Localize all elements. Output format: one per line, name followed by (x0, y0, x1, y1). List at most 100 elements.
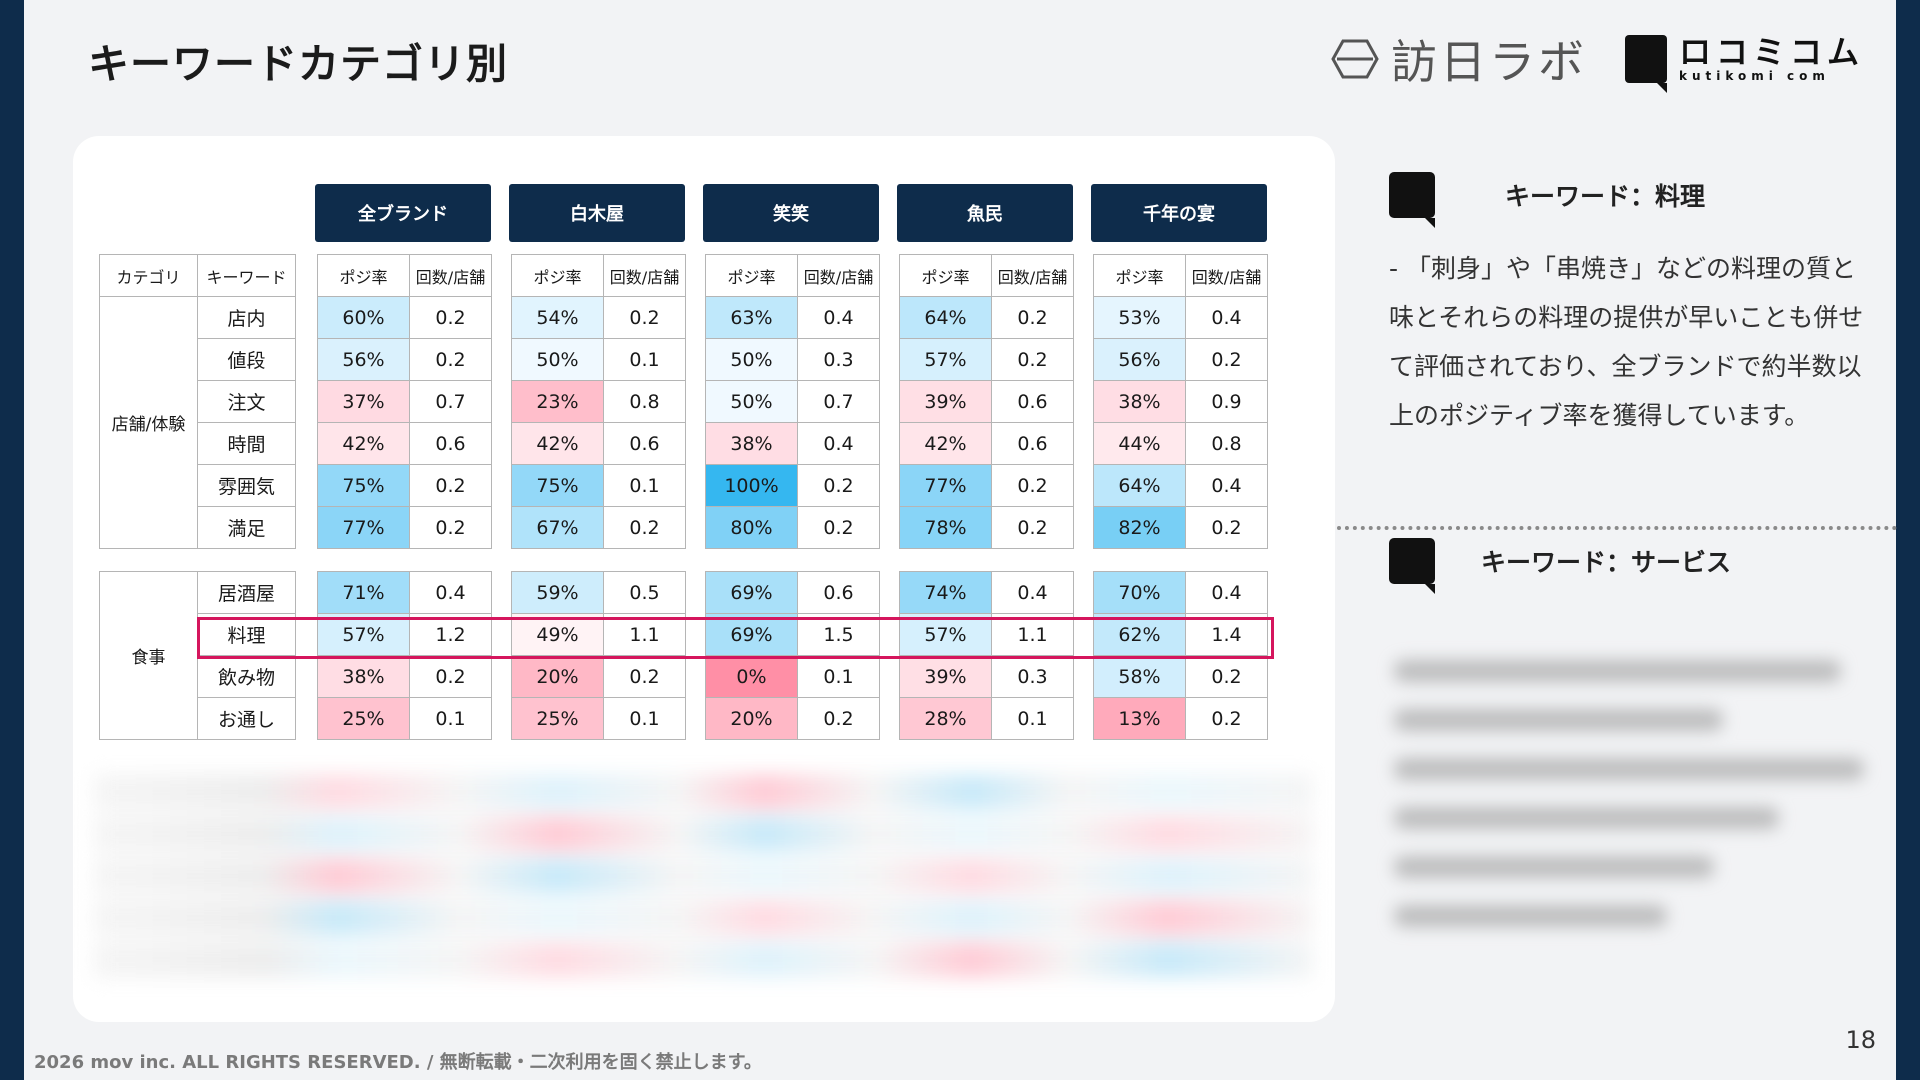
brand-header: 笑笑 (703, 184, 879, 242)
count-cell: 0.2 (991, 506, 1074, 549)
posi-rate-cell: 42% (317, 422, 410, 465)
keyword2-header: キーワード：サービス (1389, 538, 1869, 594)
column-gap (492, 656, 512, 698)
speech-bubble-icon (1624, 35, 1667, 93)
count-cell: 0.4 (991, 571, 1074, 614)
posi-rate-cell: 20% (511, 655, 604, 698)
table-row: 飲み物 38% 0.2 20% 0.2 0% 0.1 39% 0.3 58% 0.2 (100, 655, 1268, 698)
posi-rate-cell: 78% (899, 506, 992, 549)
column-gap (686, 255, 706, 297)
posi-rate-cell: 75% (511, 464, 604, 507)
count-cell: 0.2 (797, 464, 880, 507)
count-cell: 0.2 (603, 655, 686, 698)
posi-rate-cell: 54% (511, 296, 604, 339)
posi-rate-cell: 69% (705, 571, 798, 614)
column-gap (492, 507, 512, 549)
count-cell: 0.2 (603, 296, 686, 339)
posi-rate-cell: 82% (1093, 506, 1186, 549)
blurred-row (93, 816, 1313, 852)
column-gap (492, 423, 512, 465)
speech-bubble-icon (1389, 538, 1435, 594)
column-gap (686, 698, 706, 740)
posi-rate-cell: 42% (899, 422, 992, 465)
page-title: キーワードカテゴリ別 (88, 40, 508, 88)
header-count-per-store: 回数/店舗 (797, 254, 880, 297)
posi-rate-cell: 67% (511, 506, 604, 549)
count-cell: 1.1 (603, 613, 686, 656)
count-cell: 0.8 (603, 380, 686, 423)
count-cell: 1.5 (797, 613, 880, 656)
keyword-cell: 飲み物 (197, 655, 296, 698)
posi-rate-cell: 25% (511, 697, 604, 740)
count-cell: 0.4 (1185, 296, 1268, 339)
posi-rate-cell: 25% (317, 697, 410, 740)
count-cell: 0.2 (1185, 506, 1268, 549)
column-gap (296, 698, 318, 740)
posi-rate-cell: 53% (1093, 296, 1186, 339)
count-cell: 1.1 (991, 613, 1074, 656)
blurred-row (93, 774, 1313, 810)
column-gap (686, 614, 706, 656)
column-gap (1074, 656, 1094, 698)
count-cell: 0.6 (991, 380, 1074, 423)
column-gap (880, 656, 900, 698)
column-gap (296, 465, 318, 507)
count-cell: 0.8 (1185, 422, 1268, 465)
posi-rate-cell: 80% (705, 506, 798, 549)
logo-area: 訪日ラボ ロコミコム kutikomi com (1331, 26, 1864, 93)
posi-rate-cell: 50% (511, 338, 604, 381)
column-gap (296, 423, 318, 465)
posi-rate-cell: 56% (317, 338, 410, 381)
column-gap (296, 614, 318, 656)
column-gap (492, 572, 512, 614)
posi-rate-cell: 77% (317, 506, 410, 549)
posi-rate-cell: 50% (705, 380, 798, 423)
posi-rate-cell: 38% (1093, 380, 1186, 423)
column-gap (492, 297, 512, 339)
column-gap (686, 507, 706, 549)
count-cell: 0.6 (409, 422, 492, 465)
table-row: 時間 42% 0.6 42% 0.6 38% 0.4 42% 0.6 44% 0.8 (100, 422, 1268, 465)
column-gap (880, 381, 900, 423)
posi-rate-cell: 75% (317, 464, 410, 507)
count-cell: 0.2 (409, 338, 492, 381)
header-posi-rate: ポジ率 (317, 254, 410, 297)
column-gap (686, 297, 706, 339)
column-gap (880, 614, 900, 656)
houni-lab-logo: 訪日ラボ (1331, 26, 1587, 92)
count-cell: 0.7 (409, 380, 492, 423)
dotted-divider (1337, 526, 1897, 530)
count-cell: 0.2 (409, 506, 492, 549)
count-cell: 0.7 (797, 380, 880, 423)
count-cell: 0.1 (603, 464, 686, 507)
count-cell: 0.1 (409, 697, 492, 740)
posi-rate-cell: 100% (705, 464, 798, 507)
slide: キーワードカテゴリ別 訪日ラボ ロコミコム kutikomi com 全ブランド… (24, 0, 1897, 1080)
posi-rate-cell: 62% (1093, 613, 1186, 656)
posi-rate-cell: 57% (317, 613, 410, 656)
column-gap (686, 381, 706, 423)
column-gap (1074, 339, 1094, 381)
header-category: カテゴリ (99, 254, 198, 297)
page-number: 18 (1845, 1026, 1876, 1054)
column-gap (686, 423, 706, 465)
keyword-table: カテゴリ キーワード ポジ率 回数/店舗 ポジ率 回数/店舗 ポジ率 回数/店舗 ポジ率 回数/店… (99, 254, 1268, 740)
column-gap (296, 656, 318, 698)
count-cell: 0.5 (603, 571, 686, 614)
count-cell: 0.4 (1185, 571, 1268, 614)
posi-rate-cell: 60% (317, 296, 410, 339)
header-count-per-store: 回数/店舗 (1185, 254, 1268, 297)
keyword-cell: 雰囲気 (197, 464, 296, 507)
posi-rate-cell: 44% (1093, 422, 1186, 465)
keyword-cell: 料理 (197, 613, 296, 656)
posi-rate-cell: 39% (899, 655, 992, 698)
posi-rate-cell: 64% (1093, 464, 1186, 507)
count-cell: 0.6 (603, 422, 686, 465)
posi-rate-cell: 38% (705, 422, 798, 465)
count-cell: 0.4 (797, 422, 880, 465)
count-cell: 0.2 (409, 655, 492, 698)
copyright-footer: 2026 mov inc. ALL RIGHTS RESERVED. / 無断転… (34, 1052, 762, 1073)
column-gap (1074, 381, 1094, 423)
keyword2-title: キーワード：サービス (1481, 548, 1732, 577)
posi-rate-cell: 49% (511, 613, 604, 656)
